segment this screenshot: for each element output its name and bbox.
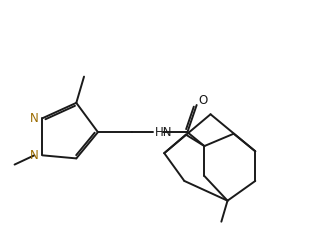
- Text: HN: HN: [155, 126, 172, 139]
- Text: O: O: [198, 94, 207, 107]
- Text: N: N: [30, 112, 39, 125]
- Text: N: N: [30, 149, 39, 162]
